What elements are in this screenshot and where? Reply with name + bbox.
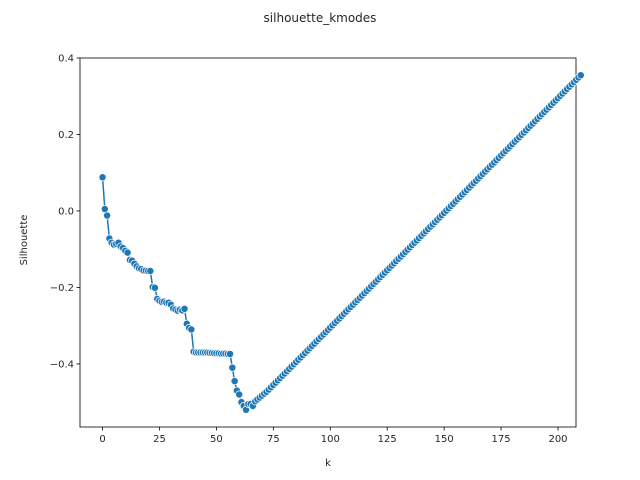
data-point-57 <box>228 363 237 372</box>
plot-area: 0 25 50 75 100 125 150 175 200 −0.4 −0.2 0.0 0.2 0.4 <box>50 54 585 445</box>
data-point-210 <box>576 71 585 80</box>
y-tick-label-0: −0.4 <box>50 359 74 370</box>
y-axis-label: Silhouette <box>19 215 30 266</box>
series-line-0 <box>101 74 582 412</box>
x-tick-label-125: 125 <box>378 434 397 445</box>
plot-frame <box>79 57 577 428</box>
chart-title: silhouette_kmodes <box>264 11 377 25</box>
y-tick-label-2: 0.0 <box>58 206 74 217</box>
data-point-1 <box>100 205 109 213</box>
x-tick-label-75: 75 <box>267 434 280 445</box>
data-point-56 <box>226 350 235 358</box>
x-tick-label-100: 100 <box>321 434 340 445</box>
data-point-23 <box>150 283 159 292</box>
y-tick-label-3: 0.2 <box>58 130 74 141</box>
x-tick-label-0: 0 <box>99 434 105 445</box>
x-tick-label-150: 150 <box>435 434 454 445</box>
x-tick-label-25: 25 <box>153 434 166 445</box>
y-tick-label-1: −0.2 <box>50 283 74 294</box>
x-tick-label-50: 50 <box>210 434 223 445</box>
data-point-39 <box>187 325 196 334</box>
data-point-21 <box>146 267 155 275</box>
data-point-11 <box>123 248 132 257</box>
x-axis-label: k <box>325 458 331 469</box>
data-point-60 <box>235 390 244 399</box>
x-tick-label-200: 200 <box>548 434 567 445</box>
data-point-58 <box>230 377 239 386</box>
x-tick-label-175: 175 <box>492 434 511 445</box>
data-point-0 <box>98 173 107 182</box>
data-point-36 <box>180 304 189 313</box>
y-tick-label-4: 0.4 <box>58 54 74 65</box>
data-point-2 <box>103 211 112 220</box>
